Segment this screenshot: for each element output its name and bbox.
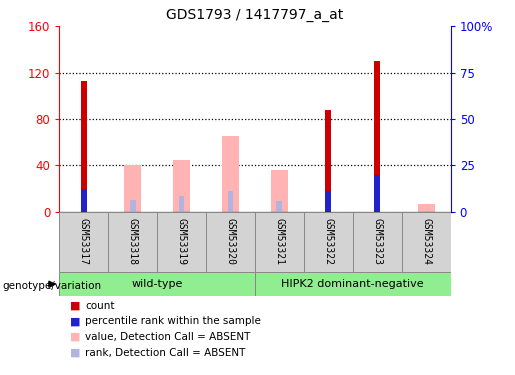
Text: GSM53321: GSM53321 bbox=[274, 218, 284, 266]
Bar bbox=[374, 61, 380, 212]
Bar bbox=[277, 201, 282, 212]
Bar bbox=[206, 212, 255, 272]
Bar bbox=[255, 212, 304, 272]
Bar bbox=[304, 212, 353, 272]
Text: percentile rank within the sample: percentile rank within the sample bbox=[85, 316, 261, 326]
Bar bbox=[59, 272, 255, 296]
Title: GDS1793 / 1417797_a_at: GDS1793 / 1417797_a_at bbox=[166, 9, 344, 22]
Bar bbox=[271, 170, 288, 212]
Text: GSM53317: GSM53317 bbox=[79, 218, 89, 266]
Bar bbox=[173, 160, 190, 212]
Text: rank, Detection Call = ABSENT: rank, Detection Call = ABSENT bbox=[85, 348, 245, 358]
Bar bbox=[59, 212, 108, 272]
Text: count: count bbox=[85, 301, 114, 310]
Text: GSM53319: GSM53319 bbox=[177, 218, 186, 266]
Text: ■: ■ bbox=[70, 301, 80, 310]
Bar bbox=[124, 165, 141, 212]
Text: ■: ■ bbox=[70, 316, 80, 326]
Bar bbox=[130, 200, 135, 212]
Text: GSM53318: GSM53318 bbox=[128, 218, 138, 266]
Bar bbox=[325, 191, 331, 212]
Bar bbox=[228, 191, 233, 212]
Text: GSM53320: GSM53320 bbox=[226, 218, 235, 266]
Bar bbox=[353, 212, 402, 272]
Text: genotype/variation: genotype/variation bbox=[3, 281, 101, 291]
Bar bbox=[222, 136, 239, 212]
Text: HIPK2 dominant-negative: HIPK2 dominant-negative bbox=[282, 279, 424, 289]
Bar bbox=[374, 175, 380, 212]
Bar bbox=[402, 212, 451, 272]
Bar bbox=[418, 204, 435, 212]
Text: GSM53322: GSM53322 bbox=[323, 218, 333, 266]
Text: value, Detection Call = ABSENT: value, Detection Call = ABSENT bbox=[85, 332, 250, 342]
Bar bbox=[157, 212, 206, 272]
Text: ■: ■ bbox=[70, 348, 80, 358]
Bar bbox=[325, 110, 331, 212]
Text: GSM53323: GSM53323 bbox=[372, 218, 382, 266]
Bar bbox=[255, 272, 451, 296]
Bar bbox=[179, 196, 184, 212]
Text: ■: ■ bbox=[70, 332, 80, 342]
Text: wild-type: wild-type bbox=[131, 279, 183, 289]
Text: GSM53324: GSM53324 bbox=[421, 218, 431, 266]
Bar bbox=[81, 189, 87, 212]
Bar bbox=[81, 81, 87, 212]
Bar bbox=[108, 212, 157, 272]
